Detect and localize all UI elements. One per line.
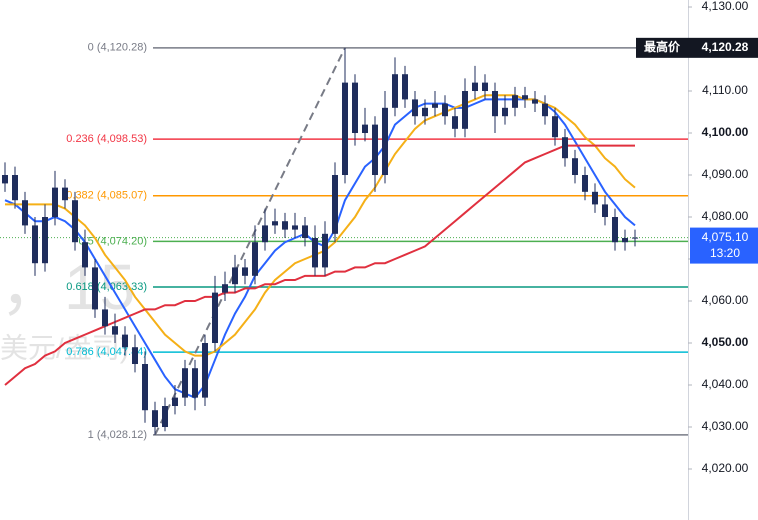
candle-body (632, 237, 638, 239)
candle-body (132, 347, 138, 365)
candle-body (212, 292, 218, 344)
candle-body (172, 397, 178, 407)
y-tick-label: 4,080.00 (702, 209, 749, 223)
candle-body (512, 95, 518, 108)
candle-body (22, 200, 28, 226)
candle-body (502, 107, 508, 117)
candle-body (252, 242, 258, 276)
candle-body (92, 267, 98, 310)
last-price-value: 4,075.10 (702, 230, 749, 244)
candle-body (12, 175, 18, 201)
candle-body (452, 116, 458, 129)
candle-body (112, 326, 118, 335)
candle-body (192, 368, 198, 398)
candle-body (472, 82, 478, 92)
y-tick-label: 4,100.00 (702, 125, 749, 139)
candle-body (392, 74, 398, 108)
fib-label: 0.618 (4,063.33) (66, 281, 147, 293)
candle-body (202, 343, 208, 398)
candle-body (342, 82, 348, 176)
moving-average (4, 144, 635, 386)
fib-label: 1 (4,028.12) (88, 429, 147, 441)
candle-body (272, 221, 278, 226)
candle-body (2, 175, 8, 184)
y-tick-label: 4,030.00 (702, 419, 749, 433)
candle-body (362, 124, 368, 134)
candle-body (422, 107, 428, 117)
candle-body (322, 233, 328, 268)
candle-body (622, 238, 628, 243)
last-price-box (690, 227, 758, 264)
fib-label: 0.786 (4,047.84) (66, 346, 147, 358)
high-badge-box (636, 37, 758, 58)
fib-label: 0 (4,120.28) (88, 42, 147, 54)
candle-body (412, 99, 418, 117)
candle-body (122, 334, 128, 348)
candle-body (182, 368, 188, 398)
candle-body (612, 217, 618, 243)
candle-body (62, 187, 68, 201)
candle-body (552, 116, 558, 138)
candle-body (372, 124, 378, 176)
candle-body (492, 91, 498, 117)
candle-body (232, 267, 238, 285)
candle-body (432, 103, 438, 108)
candle-body (42, 217, 48, 264)
candle-body (592, 191, 598, 205)
candle-body (282, 221, 288, 230)
candle-body (352, 82, 358, 134)
high-badge-value: 4,120.28 (702, 40, 749, 54)
candle-body (52, 187, 58, 218)
moving-average (5, 94, 636, 357)
candle-body (482, 82, 488, 92)
candle-body (382, 107, 388, 176)
y-tick-label: 4,020.00 (702, 461, 749, 475)
y-tick-label: 4,090.00 (702, 167, 749, 181)
candle-body (312, 238, 318, 268)
y-tick-label: 4,060.00 (702, 293, 749, 307)
fib-label: 0.5 (4,074.20) (79, 235, 148, 247)
high-badge-name: 最高价 (644, 39, 681, 54)
candle-body (72, 200, 78, 243)
fib-label: 0.236 (4,098.53) (66, 133, 147, 145)
candle-body (102, 309, 108, 327)
candle-body (302, 225, 308, 239)
candle-body (32, 225, 38, 264)
y-tick-label: 4,040.00 (702, 377, 749, 391)
candle-body (442, 103, 448, 117)
candle-body (82, 242, 88, 268)
candle-body (142, 364, 148, 411)
candle-body (582, 175, 588, 192)
watermark: 美元/盎司) (0, 332, 129, 363)
candle-body (402, 74, 408, 100)
candle-body (242, 267, 248, 276)
candle-body (542, 103, 548, 117)
y-tick-label: 4,110.00 (702, 83, 748, 97)
candle-body (572, 158, 578, 176)
candle-body (222, 284, 228, 293)
candle-body (522, 95, 528, 100)
fib-label: 0.382 (4,085.07) (66, 190, 147, 202)
y-tick-label: 4,050.00 (702, 335, 749, 349)
candle-body (152, 410, 158, 428)
candle-body (532, 99, 538, 104)
candle-body (602, 204, 608, 218)
candle-body (562, 137, 568, 159)
candle-body (162, 406, 168, 428)
y-tick-label: 4,130.00 (702, 0, 749, 13)
candle-body (262, 225, 268, 243)
last-price-time: 13:20 (710, 246, 740, 260)
candle-body (462, 91, 468, 129)
candle-body (292, 225, 298, 230)
candle-body (332, 175, 338, 234)
